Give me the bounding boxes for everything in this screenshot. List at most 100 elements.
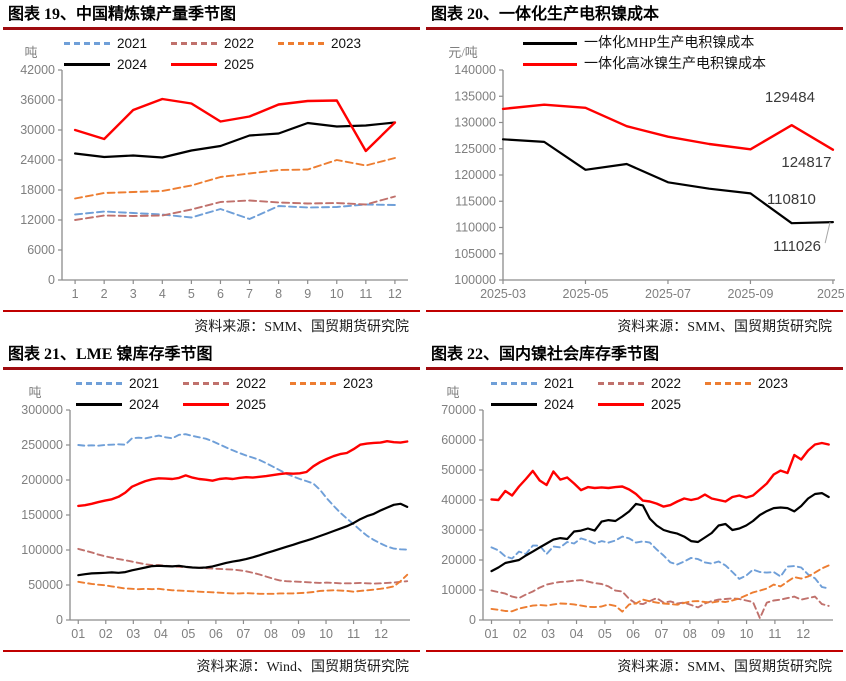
x-tick-label: 11 (768, 627, 781, 641)
legend-row: 一体化高冰镍生产电积镍成本 (523, 54, 766, 75)
legend-label: 2021 (544, 375, 575, 391)
y-axis-unit-label: 吨 (446, 385, 460, 400)
legend-item: 2025 (598, 396, 705, 412)
legend-item: 2021 (64, 36, 171, 51)
legend-line-sample (705, 382, 751, 385)
legend-label: 一体化MHP生产电积镍成本 (584, 35, 755, 51)
y-tick-label: 100000 (21, 543, 63, 557)
title-underline (3, 367, 420, 370)
legend-label: 2024 (544, 396, 575, 412)
legend-row: 2021 2022 2023 (491, 373, 812, 394)
legend-item: 2022 (171, 36, 278, 51)
y-tick-label: 50000 (441, 463, 476, 477)
legend-line-sample (598, 403, 644, 406)
panel-chart-21: 图表 21、LME 镍库存季节图 吨 2021 2022 2023 2024 2025 … (0, 340, 423, 681)
panel-chart-20: 图表 20、一体化生产电积镍成本 元/吨 一体化MHP生产电积镍成本 一体化高冰镍… (423, 0, 846, 340)
x-tick-label: 06 (209, 627, 223, 641)
legend-item: 2023 (278, 36, 385, 51)
title-underline (426, 367, 843, 370)
legend-label: 2022 (651, 375, 682, 391)
chart-20-area: 元/吨 一体化MHP生产电积镍成本 一体化高冰镍生产电积镍成本 100000 105… (425, 30, 844, 310)
series-line-2024 (490, 491, 830, 573)
legend-row: 2024 2025 (491, 394, 812, 415)
legend-line-sample (64, 42, 110, 45)
panel-chart-19: 图表 19、中国精炼镍产量季节图 吨 2021 2022 2023 2024 2025 … (0, 0, 423, 340)
chart-22-legend: 2021 2022 2023 2024 2025 (491, 373, 812, 415)
x-tick-label: 10 (330, 287, 344, 301)
x-tick-label: 03 (541, 627, 555, 641)
legend-row: 2021 2022 2023 (64, 33, 385, 54)
y-tick-label: 60000 (441, 433, 476, 447)
x-tick-label: 05 (181, 627, 195, 641)
legend-label: 2022 (236, 375, 267, 391)
legend-item: 2021 (76, 375, 183, 391)
legend-line-sample (183, 382, 229, 385)
y-tick-label: 20000 (441, 553, 476, 567)
x-tick-label: 10 (740, 627, 754, 641)
legend-item: 2023 (290, 376, 397, 391)
chart-20-legend: 一体化MHP生产电积镍成本 一体化高冰镍生产电积镍成本 (523, 33, 766, 75)
legend-line-sample (598, 382, 644, 385)
y-tick-label: 250000 (21, 438, 63, 452)
series-line-2022 (74, 195, 396, 221)
legend-line-sample (491, 382, 537, 385)
x-tick-label: 12 (388, 287, 402, 301)
x-tick-label: 10 (319, 627, 333, 641)
y-tick-label: 200000 (21, 473, 63, 487)
x-tick-label: 02 (513, 627, 527, 641)
y-tick-label: 105000 (454, 247, 496, 261)
y-tick-label: 10000 (441, 583, 476, 597)
series-line-2024 (77, 502, 409, 577)
x-tick-label: 01 (485, 627, 499, 641)
x-tick-label: 08 (683, 627, 697, 641)
chart-21-source: 资料来源：Wind、国贸期货研究院 (196, 660, 409, 675)
series-line-2022 (490, 579, 830, 620)
x-tick-label: 06 (626, 627, 640, 641)
legend-line-sample (183, 403, 229, 406)
y-tick-label: 140000 (454, 63, 496, 77)
x-tick-label: 02 (99, 627, 113, 641)
legend-item: 2023 (705, 376, 812, 391)
chart-20-svg: 100000 105000 110000 115000 120000 125000 1300… (454, 63, 844, 301)
legend-item: 2022 (598, 375, 705, 391)
series-line-2025 (490, 441, 830, 508)
y-tick-label: 300000 (21, 403, 63, 417)
y-tick-label: 115000 (455, 194, 496, 208)
legend-line-sample (64, 63, 110, 66)
legend-label: 一体化高冰镍生产电积镍成本 (584, 56, 766, 72)
y-tick-label: 135000 (454, 89, 496, 103)
y-tick-label: 40000 (441, 493, 476, 507)
legend-label: 2025 (651, 396, 682, 412)
legend-item: 2022 (183, 375, 290, 391)
legend-label: 2021 (129, 375, 160, 391)
series-line-2021 (74, 203, 396, 220)
chart-19-legend: 2021 2022 2023 2024 2025 (64, 33, 385, 75)
x-tick-label: 09 (292, 627, 306, 641)
legend-line-sample (491, 403, 537, 406)
y-tick-label: 70000 (441, 403, 476, 417)
x-tick-label: 2 (101, 287, 108, 301)
legend-line-sample (76, 382, 122, 385)
chart-21-area: 吨 2021 2022 2023 2024 2025 0 50000 100000 15000… (2, 370, 421, 650)
y-tick-label: 12000 (20, 213, 55, 227)
y-tick-label: 18000 (20, 183, 55, 197)
chart-21-legend: 2021 2022 2023 2024 2025 (76, 373, 397, 415)
legend-item: 2021 (491, 375, 598, 391)
legend-item: 2025 (171, 56, 278, 72)
source-separator (426, 650, 843, 652)
x-tick-label: 5 (188, 287, 195, 301)
x-tick-label: 11 (347, 627, 360, 641)
legend-label: 2025 (224, 56, 255, 72)
legend-line-sample (171, 42, 217, 45)
series-line-2024 (73, 121, 396, 159)
title-underline (3, 27, 420, 30)
y-tick-label: 42000 (20, 63, 55, 77)
y-tick-label: 100000 (454, 273, 496, 287)
chart-22-svg: 0 10000 20000 30000 40000 50000 60000 70000 01 02… (441, 403, 833, 641)
x-tick-label: 6 (217, 287, 224, 301)
legend-line-sample (523, 63, 577, 66)
y-tick-label: 0 (469, 613, 476, 627)
y-axis-unit-label: 吨 (28, 385, 42, 400)
legend-line-sample (290, 382, 336, 385)
